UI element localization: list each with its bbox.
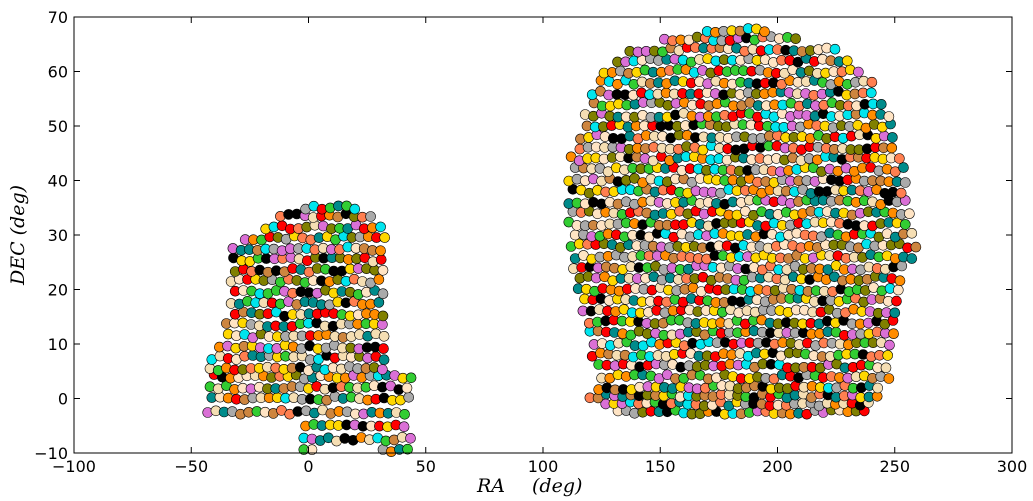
scatter-point: [899, 177, 911, 188]
scatter-point: [306, 444, 318, 456]
north-galactic-cap: [563, 23, 922, 420]
scatter-point: [892, 284, 904, 296]
scatter-point: [401, 382, 413, 394]
scatter-point: [375, 245, 386, 256]
x-tick-label: −100: [52, 457, 96, 476]
scatter-point: [790, 33, 802, 45]
x-axis-label: RA: [476, 475, 505, 497]
scatter-point: [375, 221, 386, 233]
scatter-point: [883, 373, 895, 384]
y-tick-label: 60: [48, 63, 68, 82]
scatter-point: [379, 232, 391, 243]
scatter-point: [398, 421, 410, 433]
y-tick-label: 20: [48, 281, 68, 300]
x-tick-label: 0: [303, 457, 313, 476]
x-tick-label: 200: [762, 457, 793, 476]
scatter-point: [894, 153, 905, 164]
x-tick-label: 250: [879, 457, 910, 476]
y-tick-label: 10: [48, 335, 68, 354]
y-tick-label: 40: [48, 172, 68, 191]
scatter-point: [378, 354, 390, 366]
scatter-point: [829, 43, 841, 55]
scatter-point: [759, 26, 770, 38]
scatter-point: [883, 111, 895, 122]
scatter-point: [886, 142, 898, 154]
x-axis-title: RA (deg): [476, 475, 582, 497]
x-axis-unit: (deg): [532, 475, 582, 497]
scatter-point: [373, 297, 385, 308]
scatter-point: [405, 432, 416, 444]
scatter-point: [377, 264, 389, 276]
scatter-point: [872, 382, 884, 394]
scatter-point: [866, 76, 878, 88]
scatter-point: [887, 132, 898, 143]
scatter-point: [375, 254, 387, 265]
x-tick-label: 50: [416, 457, 436, 476]
scatter-point: [888, 328, 899, 340]
scatter-point: [880, 362, 892, 374]
y-tick-label: 70: [48, 8, 68, 27]
scatter-point: [402, 443, 413, 455]
scatter-point: [399, 408, 410, 420]
scatter-point: [910, 241, 922, 253]
south-galactic-cap: [202, 200, 417, 458]
x-tick-label: −50: [174, 457, 208, 476]
scatter-point: [377, 288, 389, 300]
y-tick-label: 30: [48, 226, 68, 245]
scatter-point: [377, 310, 389, 322]
scatter-point: [365, 211, 376, 222]
x-tick-label: 300: [997, 457, 1028, 476]
y-tick-label: 0: [58, 390, 68, 409]
scatter-point: [898, 162, 909, 173]
scatter-point: [377, 364, 388, 375]
scatter-point: [875, 99, 887, 110]
axis-ticks: [73, 16, 1013, 454]
scatter-point: [865, 87, 877, 99]
scatter-point: [841, 55, 853, 67]
y-tick-label: 50: [48, 117, 68, 136]
x-tick-label: 100: [528, 457, 559, 476]
scatter-point: [906, 228, 918, 239]
scatter-point: [884, 339, 895, 351]
x-tick-labels: −100 −50 0 50 100 150 200 250 300: [52, 457, 1027, 476]
scatter-point: [906, 253, 918, 264]
scatter-point: [889, 307, 901, 319]
scatter-points: [202, 23, 922, 458]
scatter-point: [378, 343, 389, 354]
scatter-point: [403, 391, 415, 403]
scatter-point: [405, 372, 417, 384]
x-tick-label: 150: [645, 457, 676, 476]
scatter-point: [904, 208, 915, 219]
scatter-point: [373, 274, 385, 285]
y-axis-label: DEC (deg): [7, 185, 29, 286]
scatter-point: [891, 295, 902, 307]
scatter-point: [853, 66, 864, 78]
y-tick-label: −10: [34, 444, 68, 463]
scatter-point: [697, 144, 709, 156]
scatter-point: [349, 203, 361, 215]
scatter-point: [895, 187, 907, 199]
scatter-point: [899, 219, 911, 230]
scatter-point: [894, 275, 906, 287]
scatter-point: [378, 330, 390, 342]
y-tick-labels: −10 0 10 20 30 40 50 60 70: [34, 8, 68, 463]
scatter-point: [882, 350, 894, 361]
